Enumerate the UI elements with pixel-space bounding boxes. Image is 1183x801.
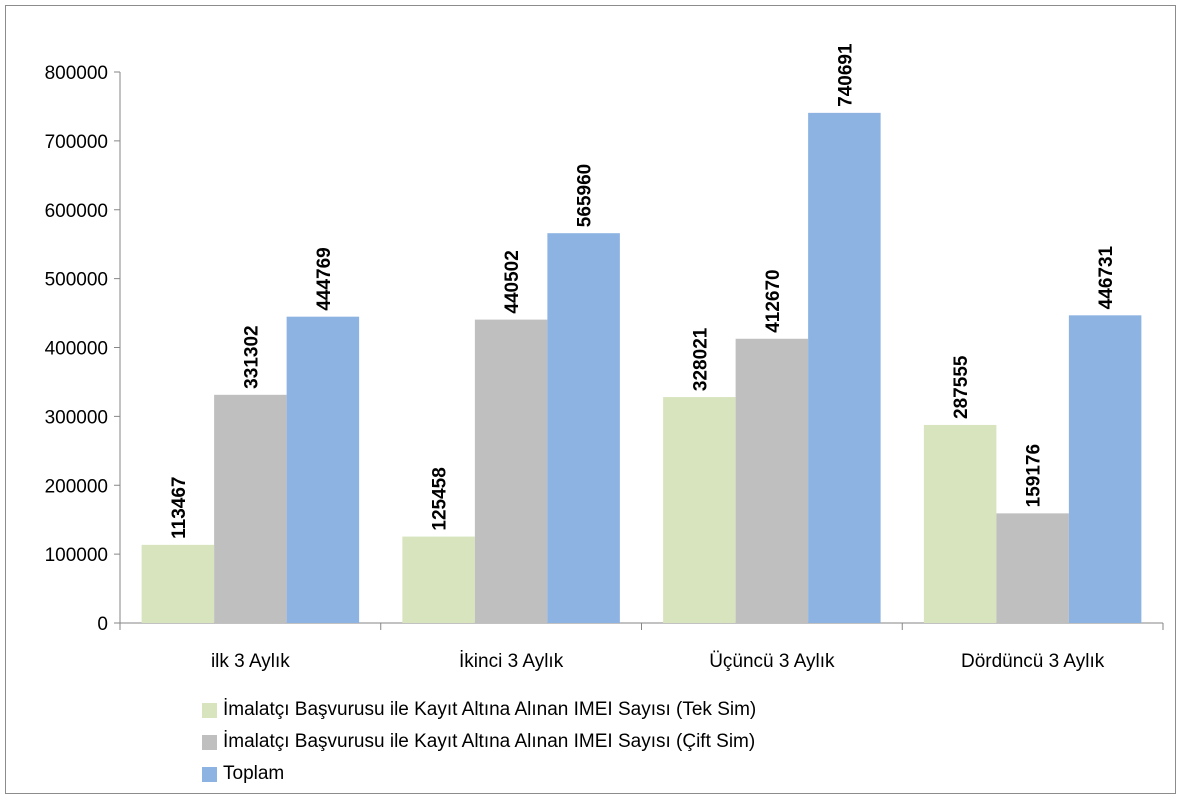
legend-item: Toplam [202, 758, 756, 790]
x-category-label: Dördüncü 3 Aylık [961, 651, 1105, 672]
bar [923, 424, 997, 623]
legend-label: İmalatçı Başvurusu ile Kayıt Altına Alın… [223, 731, 756, 752]
bar-value-label: 331302 [241, 325, 262, 388]
bar-value-label: 446731 [1096, 245, 1117, 309]
y-tick-label: 800000 [45, 63, 108, 84]
bar-value-label: 440502 [502, 250, 523, 313]
y-tick-label: 700000 [45, 132, 108, 153]
bar [1068, 315, 1142, 623]
y-axis: 0 100000 200000 300000 400000 500000 600000 700… [45, 63, 121, 635]
legend-item: İmalatçı Başvurusu ile Kayıt Altına Alın… [202, 726, 756, 758]
y-tick-label: 100000 [45, 545, 108, 566]
y-tick-label: 300000 [45, 407, 108, 428]
bar [663, 397, 736, 623]
bar [808, 112, 881, 624]
bar [402, 536, 475, 623]
legend-swatch [202, 766, 217, 782]
legend-swatch [202, 734, 217, 750]
bar-value-label: 565960 [575, 164, 596, 227]
legend-label: İmalatçı Başvurusu ile Kayıt Altına Alın… [223, 699, 757, 720]
x-category-label: ilk 3 Aylık [211, 651, 290, 672]
bar-value-label: 412670 [763, 269, 784, 332]
bar [474, 319, 548, 623]
bar [286, 316, 360, 623]
legend-label: Toplam [223, 763, 285, 784]
bar [996, 513, 1069, 623]
legend-item: İmalatçı Başvurusu ile Kayıt Altına Alın… [202, 694, 756, 726]
data-labels: 113467 331302 444769 125458 440502 565960 3280… [169, 43, 1117, 539]
bar-value-label: 287555 [951, 355, 972, 419]
x-category-label: İkinci 3 Aylık [459, 651, 564, 672]
bar-value-label: 159176 [1024, 444, 1045, 507]
bar-value-label: 328021 [690, 327, 711, 391]
y-tick-label: 0 [97, 614, 108, 635]
y-tick-label: 200000 [45, 476, 108, 497]
bar [547, 233, 620, 623]
bar-value-label: 125458 [430, 467, 451, 530]
bar-value-label: 444769 [314, 247, 335, 310]
bar-value-label: 740691 [835, 43, 856, 107]
bar [141, 544, 215, 623]
x-axis: ilk 3 Aylık İkinci 3 Aylık Üçüncü 3 Aylık D… [119, 622, 1164, 672]
bars [141, 112, 1142, 624]
y-tick-label: 600000 [45, 201, 108, 222]
legend: İmalatçı Başvurusu ile Kayıt Altına Alın… [202, 694, 756, 790]
x-category-label: Üçüncü 3 Aylık [709, 651, 835, 672]
bar [214, 394, 287, 623]
y-tick-label: 400000 [45, 339, 108, 360]
y-tick-label: 500000 [45, 270, 108, 291]
legend-swatch [202, 702, 217, 718]
bar [735, 338, 809, 623]
bar-value-label: 113467 [169, 476, 190, 538]
